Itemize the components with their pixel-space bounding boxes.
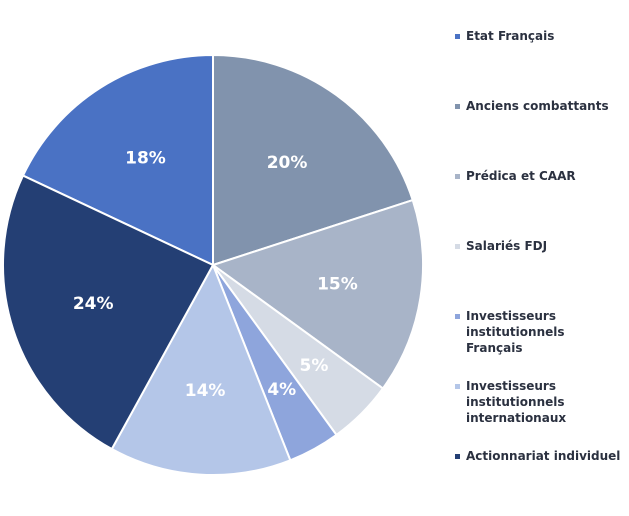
legend-label: Investisseurs institutionnels internatio… <box>466 379 567 425</box>
pie-chart: 18% 20% 15% 5%4% 14% 24% <box>2 53 424 476</box>
legend-label: Prédica et CAAR <box>466 169 576 183</box>
pie-slice <box>2 174 215 451</box>
pie-slice <box>110 262 292 476</box>
legend-item: Actionnariat individuel <box>455 448 625 464</box>
legend-swatch <box>455 314 460 319</box>
legend-label: Salariés FDJ <box>466 239 548 253</box>
legend-label: Actionnariat individuel <box>466 449 621 463</box>
legend-swatch <box>455 384 460 389</box>
legend-item: Salariés FDJ <box>455 238 625 254</box>
slice-label: 5% <box>300 356 329 376</box>
legend-swatch <box>455 104 460 109</box>
legend-swatch <box>455 454 460 459</box>
legend-item: Investisseurs institutionnels Français <box>455 308 625 356</box>
legend-label: Investisseurs institutionnels Français <box>466 309 565 355</box>
pie-slice <box>212 53 414 267</box>
slice-label: 4% <box>267 380 296 400</box>
pie-slice <box>21 53 214 267</box>
slice-label: 20% <box>267 153 308 173</box>
legend-swatch <box>455 244 460 249</box>
slice-label: 15% <box>317 275 358 295</box>
slice-label: 14% <box>185 381 226 401</box>
legend-label: Etat Français <box>466 29 555 43</box>
legend-item: Etat Français <box>455 28 625 44</box>
legend-item: Prédica et CAAR <box>455 168 625 184</box>
legend-item: Investisseurs institutionnels internatio… <box>455 378 625 426</box>
slice-label: 18% <box>125 149 166 169</box>
legend-label: Anciens combattants <box>466 99 609 113</box>
pie-slice <box>210 198 424 390</box>
legend-item: Anciens combattants <box>455 98 625 114</box>
slice-label: 24% <box>73 294 114 314</box>
legend-swatch <box>455 174 460 179</box>
legend-swatch <box>455 34 460 39</box>
